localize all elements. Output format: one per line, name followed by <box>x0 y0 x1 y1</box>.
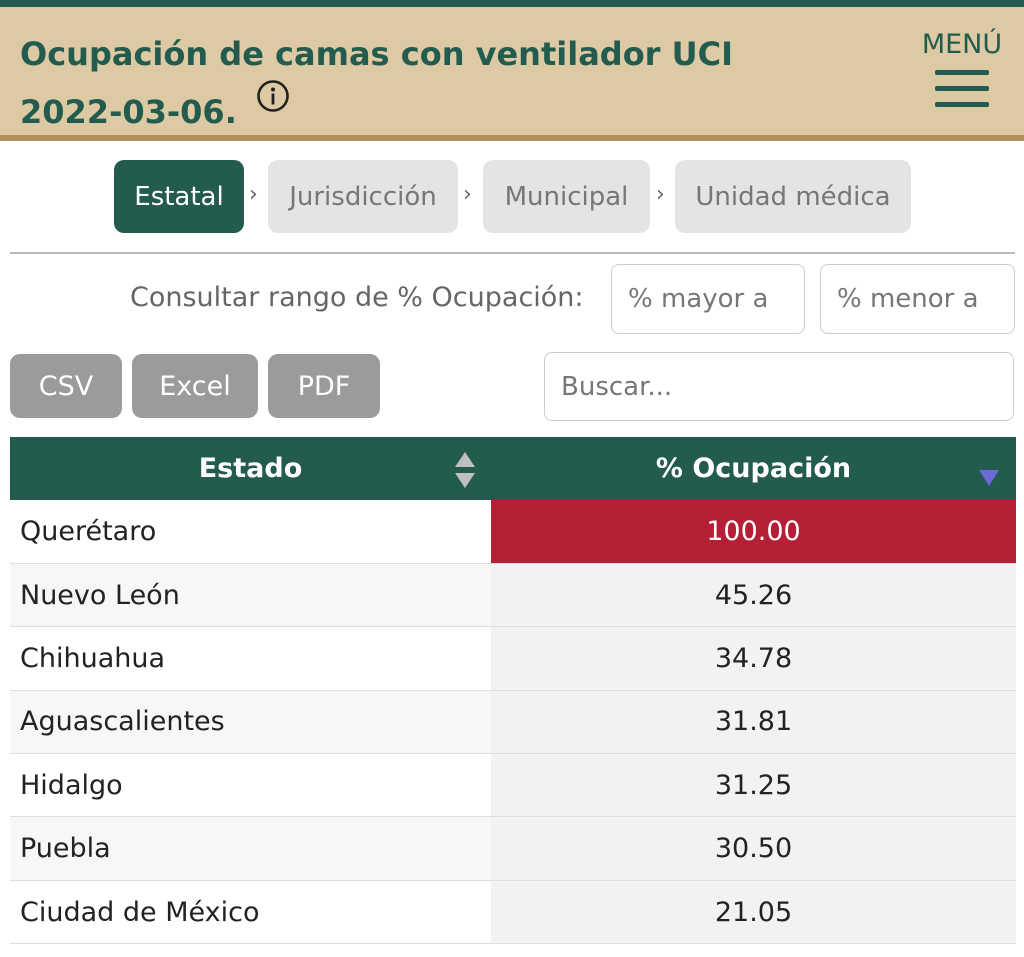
header-accent-line <box>0 135 1024 141</box>
cell-ocupacion: 31.81 <box>491 690 1016 755</box>
crumb-municipal[interactable]: Municipal <box>483 160 650 233</box>
crumb-separator: › <box>249 182 258 207</box>
range-filter-label: Consultar rango de % Ocupación: <box>130 282 584 313</box>
cell-estado: Ciudad de México <box>10 880 491 945</box>
cell-ocupacion: 100.00 <box>491 500 1016 564</box>
table-row: Ciudad de México 21.05 <box>10 880 1016 945</box>
cell-ocupacion: 31.25 <box>491 753 1016 818</box>
range-max-input[interactable] <box>820 264 1015 334</box>
menu-button[interactable]: MENÚ <box>912 29 1012 108</box>
export-csv-button[interactable]: CSV <box>10 354 122 418</box>
cell-estado: Puebla <box>10 816 491 881</box>
export-excel-button[interactable]: Excel <box>132 354 258 418</box>
crumb-unidad-medica[interactable]: Unidad médica <box>675 160 911 233</box>
export-pdf-button[interactable]: PDF <box>268 354 380 418</box>
breadcrumb: Estatal › Jurisdicción › Municipal › Uni… <box>0 160 1024 234</box>
crumb-separator: › <box>463 182 472 207</box>
menu-label: MENÚ <box>921 29 1003 60</box>
info-circle-icon[interactable] <box>256 79 290 113</box>
crumb-jurisdiccion[interactable]: Jurisdicción <box>268 160 458 233</box>
top-accent-bar <box>0 0 1024 7</box>
page-title: Ocupación de camas con ventilador UCI 20… <box>20 29 900 137</box>
cell-estado: Hidalgo <box>10 753 491 818</box>
column-header-ocupacion[interactable]: % Ocupación <box>491 437 1016 500</box>
table-row: Querétaro 100.00 <box>10 500 1016 564</box>
cell-ocupacion: 34.78 <box>491 626 1016 691</box>
table-row: Puebla 30.50 <box>10 816 1016 881</box>
sort-both-icon <box>455 452 475 488</box>
crumb-separator: › <box>656 182 665 207</box>
cell-estado: Aguascalientes <box>10 690 491 755</box>
column-label-ocupacion: % Ocupación <box>655 453 852 484</box>
column-label-estado: Estado <box>198 453 303 484</box>
page-header: Ocupación de camas con ventilador UCI 20… <box>0 7 1024 135</box>
table-row: Chihuahua 34.78 <box>10 626 1016 691</box>
sort-desc-icon <box>979 470 999 486</box>
cell-ocupacion: 21.05 <box>491 880 1016 945</box>
search-input[interactable] <box>544 352 1014 421</box>
table-row: Aguascalientes 31.81 <box>10 690 1016 755</box>
occupancy-table: Estado % Ocupación Querétaro 100.00 Nuev… <box>10 437 1016 945</box>
cell-ocupacion: 45.26 <box>491 563 1016 628</box>
table-header-row: Estado % Ocupación <box>10 437 1016 500</box>
section-divider <box>10 252 1015 254</box>
table-row: Hidalgo 31.25 <box>10 753 1016 818</box>
crumb-estatal[interactable]: Estatal <box>114 160 244 233</box>
cell-estado: Chihuahua <box>10 626 491 691</box>
cell-estado: Nuevo León <box>10 563 491 628</box>
range-min-input[interactable] <box>611 264 805 334</box>
title-date: 2022-03-06. <box>20 93 237 131</box>
cell-ocupacion: 30.50 <box>491 816 1016 881</box>
column-header-estado[interactable]: Estado <box>10 437 491 500</box>
cell-estado: Querétaro <box>10 500 491 564</box>
hamburger-menu-icon <box>935 70 989 107</box>
title-line-1: Ocupación de camas con ventilador UCI <box>20 35 733 73</box>
table-row: Nuevo León 45.26 <box>10 563 1016 628</box>
